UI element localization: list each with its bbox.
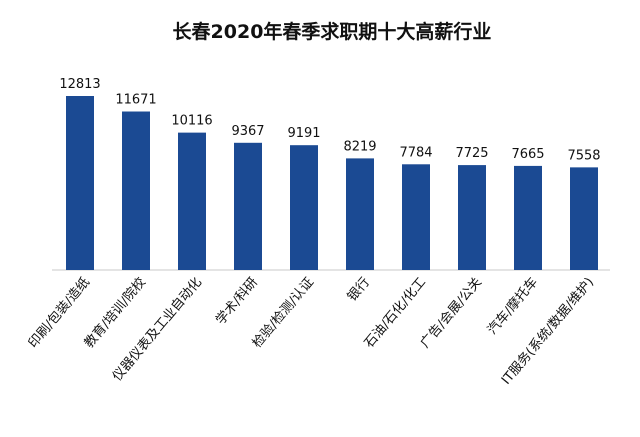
- value-label-1: 12813: [59, 77, 100, 92]
- category-label-9: 汽车/摩托车: [484, 274, 541, 337]
- value-label-10: 7558: [567, 148, 600, 163]
- bar-5: [290, 145, 318, 270]
- bar-8: [458, 165, 486, 270]
- value-label-8: 7725: [455, 146, 488, 161]
- value-label-2: 11671: [115, 93, 156, 108]
- value-labels-group: 12813 11671 10116 9367 9191 8219 7784 7725 7665 7…: [59, 77, 600, 163]
- bar-9: [514, 165, 542, 270]
- value-label-7: 7784: [399, 145, 432, 160]
- value-label-3: 10116: [171, 114, 212, 129]
- category-label-6: 银行: [345, 275, 373, 305]
- chart-title: 长春2020年春季求职期十大高薪行业: [173, 20, 492, 43]
- bar-6: [346, 158, 374, 270]
- bars-group: [66, 96, 598, 271]
- category-labels-group: 印刷/包装/造纸教育/培训/院校仪器仪表及工业自动化 学术/科研检验/检测/认证银…: [26, 274, 597, 387]
- bar-2: [122, 111, 150, 271]
- bar-1: [66, 96, 94, 270]
- value-label-9: 7665: [511, 147, 544, 162]
- bar-3: [178, 132, 206, 270]
- bar-7: [402, 164, 430, 270]
- bar-10: [570, 167, 598, 270]
- value-label-5: 9191: [287, 126, 320, 141]
- category-label-10: IT服务(系统/数据/维护): [498, 274, 597, 387]
- bar-4: [234, 142, 262, 270]
- value-label-6: 8219: [343, 139, 376, 154]
- category-label-8: 广告/会展/公关: [418, 275, 485, 351]
- category-label-4: 学术/科研: [213, 274, 262, 327]
- value-label-4: 9367: [231, 124, 264, 139]
